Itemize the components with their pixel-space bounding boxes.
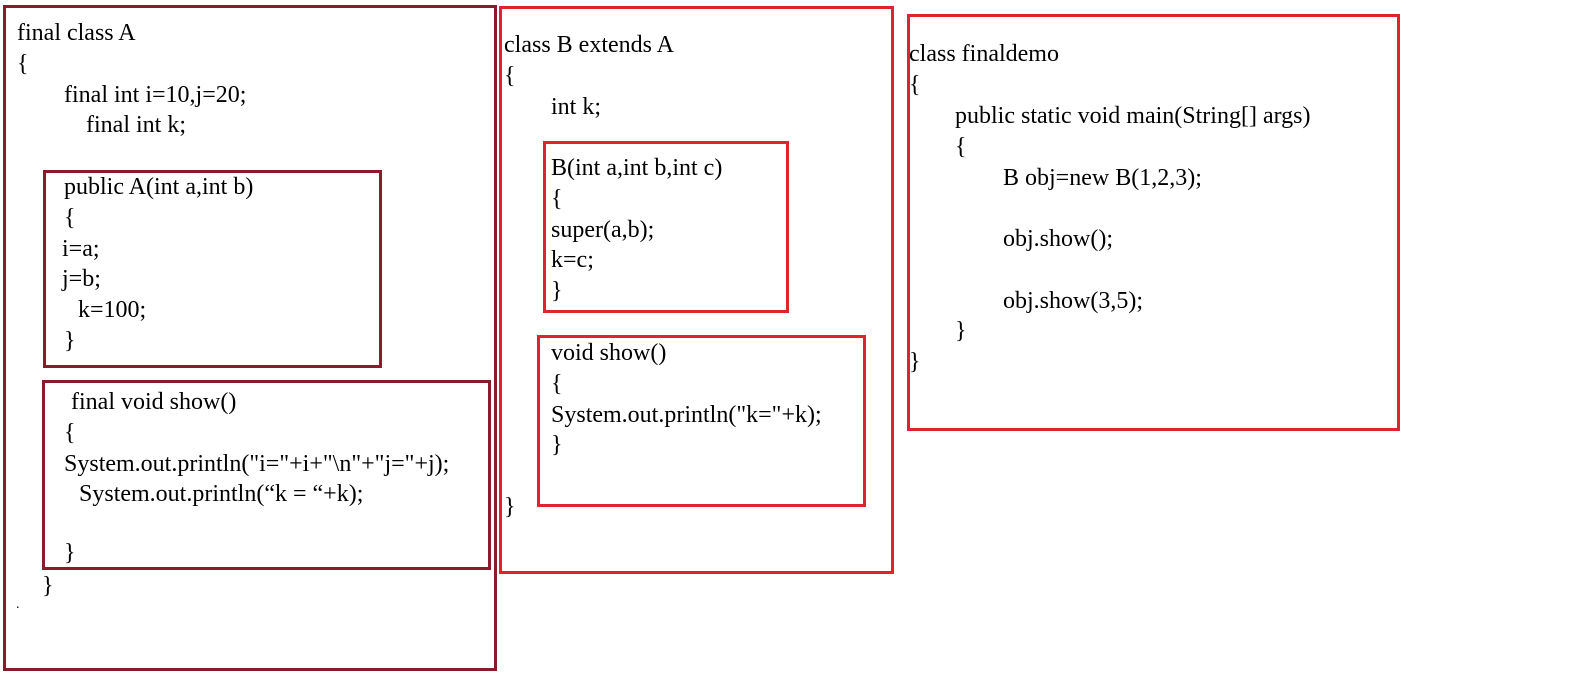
class-a-constructor-close-brace: } [64,328,76,354]
class-b-show-box [537,335,866,507]
class-b-show-close-brace: } [551,432,563,458]
class-b-field-k: int k; [551,94,602,120]
class-finaldemo-panel [907,14,1400,431]
main-object-creation: B obj=new B(1,2,3); [1003,165,1202,191]
class-b-constructor-box [543,141,789,313]
main-method-signature: public static void main(String[] args) [955,103,1311,129]
class-a-show-box [42,380,491,570]
class-b-constructor-open-brace: { [551,186,563,212]
class-a-show-open-brace: { [64,420,76,446]
main-call-show-args: obj.show(3,5); [1003,288,1143,314]
class-b-constructor-assign-k: k=c; [551,247,594,273]
class-a-open-brace: { [17,51,29,77]
class-a-trailing-mark: . [16,597,20,612]
class-a-show-print-k: System.out.println(“k = “+k); [79,481,364,507]
class-a-constructor-open-brace: { [64,205,76,231]
class-b-open-brace: { [504,63,516,89]
class-b-close-brace: } [504,494,516,520]
class-a-constructor-signature: public A(int a,int b) [64,174,254,200]
class-a-constructor-box [43,170,382,368]
class-a-show-close-brace: } [64,540,76,566]
main-method-close-brace: } [955,318,967,344]
class-a-field-ij: final int i=10,j=20; [64,82,247,108]
class-a-declaration: final class A [17,20,136,46]
class-a-show-print-ij: System.out.println("i="+i+"\n"+"j="+j); [64,451,450,477]
class-a-constructor-assign-k: k=100; [78,297,147,323]
class-a-show-signature: final void show() [71,389,237,415]
class-b-show-print-k: System.out.println("k="+k); [551,402,822,428]
main-call-show: obj.show(); [1003,226,1113,252]
class-b-panel [499,6,894,574]
class-finaldemo-declaration: class finaldemo [909,41,1059,67]
class-finaldemo-open-brace: { [909,72,921,98]
class-finaldemo-close-brace: } [909,349,921,375]
class-a-constructor-assign-j: j=b; [62,266,101,292]
class-b-constructor-super-call: super(a,b); [551,217,655,243]
main-method-open-brace: { [955,134,967,160]
class-a-panel [3,5,497,671]
class-b-declaration: class B extends A [504,32,674,58]
class-a-constructor-assign-i: i=a; [62,236,100,262]
class-a-field-k: final int k; [86,112,186,138]
class-b-show-open-brace: { [551,371,563,397]
class-b-constructor-signature: B(int a,int b,int c) [551,155,723,181]
class-b-show-signature: void show() [551,340,667,366]
class-b-constructor-close-brace: } [551,278,563,304]
class-a-close-brace: } [42,573,54,599]
